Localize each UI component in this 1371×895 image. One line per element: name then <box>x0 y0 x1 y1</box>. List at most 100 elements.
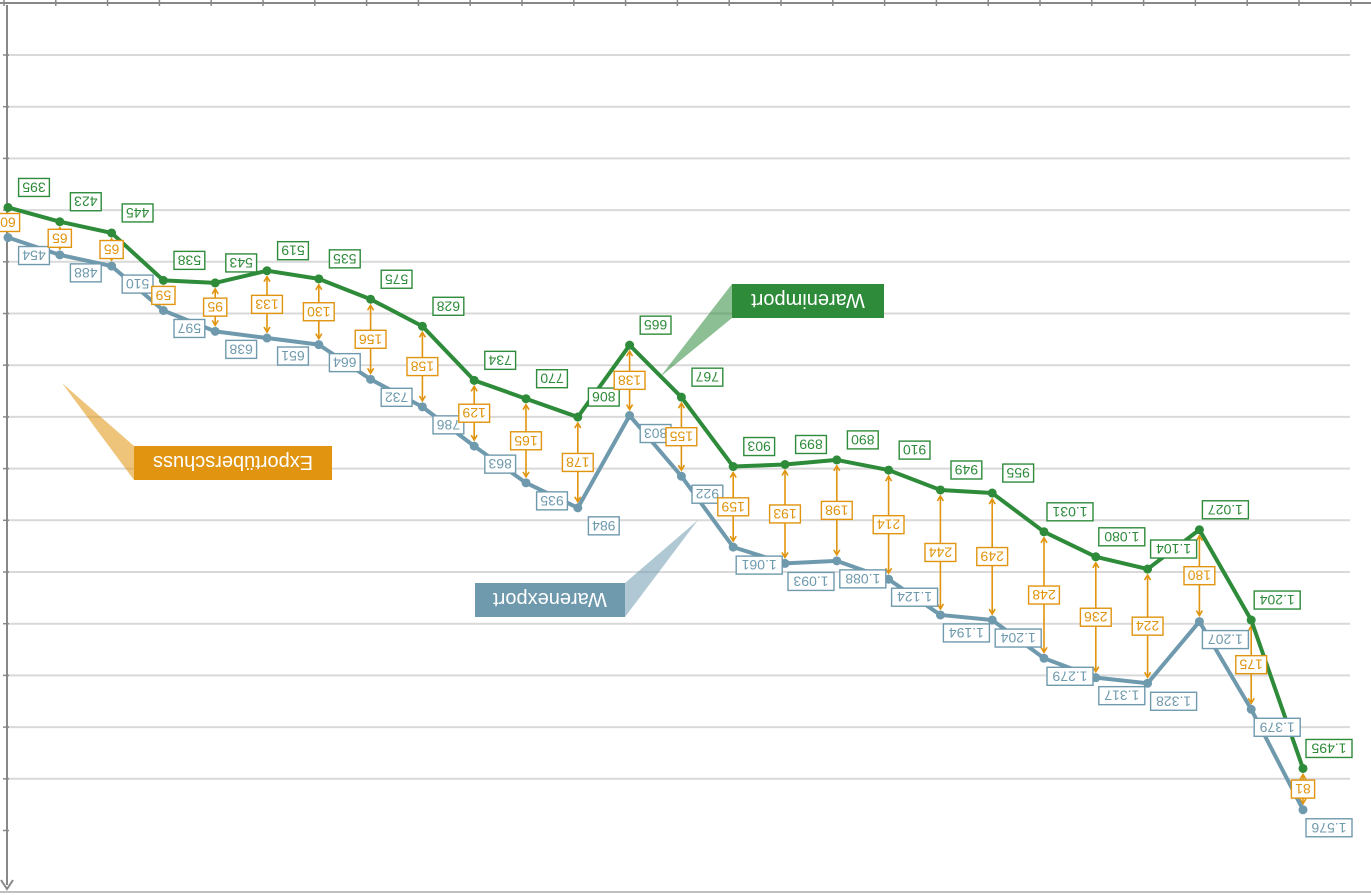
surplus-data-label-text: 130 <box>307 304 331 320</box>
import-data-label-text: 1.027 <box>1208 502 1243 518</box>
surplus-data-label-box <box>1235 654 1268 675</box>
export-point <box>1143 678 1153 688</box>
export-data-label-text: 922 <box>696 486 720 502</box>
surplus-data-label: 81 <box>1290 779 1316 799</box>
export-data-label-box <box>735 555 783 575</box>
export-data-label-text: 786 <box>437 417 461 433</box>
export-data-label: 732 <box>380 387 413 408</box>
export-point <box>262 333 272 343</box>
surplus-data-label-text: 155 <box>670 429 694 445</box>
surplus-arrowhead <box>988 608 996 616</box>
surplus-arrowhead <box>781 552 789 559</box>
export-data-label-text: 597 <box>178 320 202 336</box>
import-point <box>573 412 583 422</box>
surplus-data-label: 156 <box>354 329 387 349</box>
export-data-label: 1.576 <box>1305 818 1353 838</box>
export-data-label-box <box>380 387 413 408</box>
surplus-data-label: 248 <box>1027 585 1061 605</box>
export-data-label: 1.204 <box>994 628 1042 648</box>
export-data-label-box <box>276 346 310 366</box>
surplus-data-label: 158 <box>406 356 439 377</box>
import-data-label-text: 767 <box>696 369 720 385</box>
export-data-label-box <box>432 415 465 435</box>
surplus-arrows <box>4 211 1307 806</box>
import-data-label: 543 <box>225 253 258 273</box>
surplus-data-label: 175 <box>1235 654 1268 675</box>
surplus-arrowhead <box>315 333 323 341</box>
import-data-label: 665 <box>639 315 672 335</box>
surplus-arrowhead <box>315 283 323 291</box>
export-point <box>366 374 376 384</box>
surplus-arrowhead <box>418 395 427 403</box>
import-data-label-box <box>484 350 517 371</box>
import-data-label-box <box>1149 539 1198 559</box>
import-data-label-text: 1.080 <box>1104 529 1139 545</box>
surplus-data-label: 155 <box>665 426 698 447</box>
surplus-data-label: 178 <box>561 452 594 473</box>
surplus-data-label: 244 <box>924 542 957 563</box>
export-data-label: 1.093 <box>787 571 835 592</box>
import-line <box>7 205 1305 770</box>
surplus-data-label-text: 193 <box>773 506 797 522</box>
surplus-arrowhead <box>470 384 478 392</box>
surplus-arrowhead <box>470 434 478 442</box>
export-point <box>158 305 168 315</box>
export-data-label: 1.379 <box>1253 717 1301 737</box>
export-callout-pointer <box>625 520 698 617</box>
import-data-label-text: 734 <box>488 352 512 368</box>
export-point <box>417 402 427 412</box>
export-data-label-text: 1.379 <box>1259 719 1294 735</box>
surplus-data-label-box <box>1027 585 1061 605</box>
export-data-label: 638 <box>225 339 258 360</box>
export-point <box>987 615 997 625</box>
export-point <box>3 233 13 243</box>
surplus-arrowhead <box>1143 671 1152 679</box>
import-data-label: 1.031 <box>1046 502 1094 522</box>
import-data-label-box <box>846 430 879 450</box>
surplus-arrowhead <box>1092 666 1100 674</box>
surplus-data-label-box <box>458 403 491 423</box>
surplus-arrowhead <box>833 464 841 472</box>
export-data-label: 935 <box>535 491 569 511</box>
export-data-label-text: 510 <box>126 276 150 292</box>
export-data-label-text: 1.061 <box>741 557 776 573</box>
surplus-callout-box <box>134 446 332 480</box>
export-data-label-box <box>1253 717 1301 737</box>
export-data-label-box <box>1149 691 1198 711</box>
export-data-label: 1.207 <box>1201 629 1250 650</box>
surplus-data-label-text: 65 <box>104 242 120 258</box>
export-point <box>107 261 117 271</box>
surplus-data-label: 159 <box>717 497 750 517</box>
export-data-label-box <box>328 352 361 373</box>
surplus-arrowhead <box>833 549 841 557</box>
surplus-data-label: 130 <box>302 302 335 322</box>
export-data-label-box <box>839 569 887 589</box>
surplus-arrowhead <box>677 464 686 472</box>
import-data-label-text: 445 <box>126 205 150 221</box>
export-data-label: 488 <box>69 263 102 283</box>
surplus-data-label-text: 60 <box>0 214 16 230</box>
export-data-label-text: 1.576 <box>1311 820 1346 836</box>
surplus-data-label-box <box>1183 565 1216 586</box>
series-lines <box>7 205 1305 811</box>
import-data-label: 890 <box>846 430 879 450</box>
export-data-label-text: 1.207 <box>1208 632 1243 648</box>
surplus-data-label-text: 81 <box>1295 781 1311 797</box>
import-data-label-text: 949 <box>955 462 979 478</box>
surplus-arrowhead <box>418 330 427 338</box>
import-data-label-text: 1.204 <box>1259 592 1294 608</box>
surplus-data-label-box <box>47 228 73 249</box>
export-point <box>469 441 479 451</box>
surplus-data-label-text: 198 <box>825 502 849 518</box>
import-data-label: 538 <box>173 250 206 271</box>
surplus-data-label-box <box>665 426 698 447</box>
export-data-label-box <box>17 245 51 266</box>
export-data-label-box <box>173 318 206 339</box>
surplus-data-label-text: 180 <box>1188 568 1212 584</box>
surplus-data-label-text: 158 <box>411 359 435 375</box>
surplus-data-label-text: 248 <box>1032 587 1056 603</box>
export-callout-text: Warenexport <box>493 588 607 610</box>
surplus-data-label: 236 <box>1079 607 1112 627</box>
surplus-arrowhead <box>211 287 219 295</box>
